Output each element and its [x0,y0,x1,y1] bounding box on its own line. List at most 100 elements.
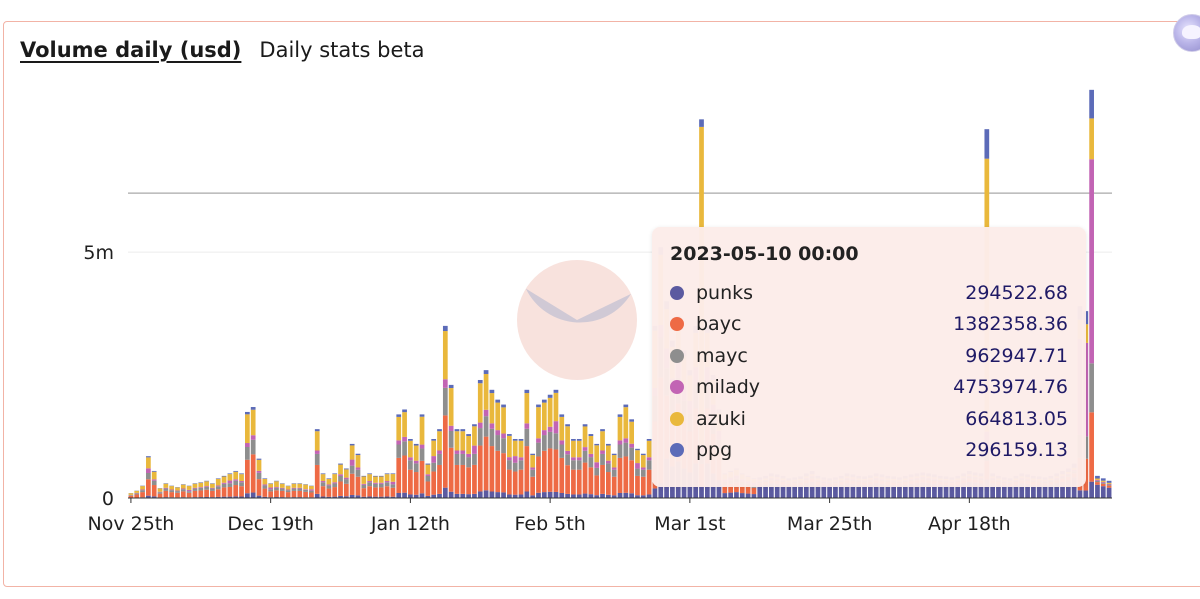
bar-segment-punks [536,492,541,498]
bar-segment-milady [245,443,250,447]
bar-segment-ppg [466,434,471,436]
bar-segment-punks [338,495,343,498]
bar-segment-bayc [268,491,274,498]
bar-segment-mayc [512,462,518,472]
bar-segment-mayc [419,448,425,461]
bar-segment-ppg [507,434,512,436]
bar-segment-punks [868,484,873,498]
bar-segment-bayc [472,464,477,494]
bar-segment-azuki [256,459,262,471]
bar-segment-punks [1095,484,1100,498]
bar-segment-milady [378,482,384,484]
bar-segment-milady [454,450,460,454]
bar-segment-ppg [582,424,588,427]
bar-segment-milady [192,487,198,489]
bar-segment-punks [559,492,565,498]
legend-dot-icon [670,443,684,458]
bar-segment-bayc [134,494,140,498]
bar-segment-azuki [495,402,501,431]
bar-segment-punks [932,483,937,498]
bar-segment-milady [408,457,413,461]
bar-segment-mayc [623,442,629,457]
bar-segment-bayc [175,492,180,498]
tooltip-series-value: 4753974.76 [953,376,1068,399]
bar-segment-punks [250,492,256,498]
y-tick-label: 5m [83,242,114,264]
bar-segment-ppg [477,379,483,384]
bar-segment-bayc [210,490,215,498]
bar-segment-azuki [524,393,530,424]
bar-segment-punks [361,496,367,498]
bar-segment-punks [320,496,326,498]
bar-segment-punks [838,484,844,498]
bar-segment-mayc [541,435,547,451]
bar-segment-ppg [1095,475,1100,479]
bar-segment-bayc [524,446,530,492]
bar-segment-punks [437,493,442,498]
bar-segment-bayc [186,492,192,498]
bar-segment-bayc [495,450,501,493]
bar-segment-azuki [198,482,204,488]
bar-segment-azuki [623,407,629,439]
x-tick-label: Mar 25th [787,513,873,535]
bar-segment-azuki [239,474,244,482]
bar-segment-ppg [245,411,250,415]
bar-segment-azuki [303,484,308,490]
bar-segment-punks [146,495,151,498]
bar-segment-mayc [594,467,600,476]
bar-segment-ppg [349,443,355,446]
bar-segment-punks [728,492,733,498]
bar-segment-azuki [559,416,565,441]
bar-segment-bayc [483,436,489,491]
bar-segment-punks [553,491,559,498]
bar-segment-milady [530,467,536,470]
bar-segment-bayc [588,467,594,495]
bar-segment-bayc [635,475,640,496]
bar-segment-mayc [442,387,448,416]
bar-segment-punks [1007,486,1013,498]
bar-segment-milady [536,438,541,443]
bar-segment-punks [221,496,227,498]
bar-segment-ppg [600,429,605,432]
bar-segment-azuki [588,435,594,454]
bar-segment-bayc [367,486,372,497]
bar-segment-bayc [291,490,297,498]
bar-segment-mayc [291,488,297,491]
bar-segment-mayc [571,460,576,470]
bar-segment-milady [507,457,512,461]
bar-segment-milady [460,450,466,454]
bar-segment-azuki [431,440,437,457]
bar-segment-azuki [553,392,559,422]
bar-segment-azuki [175,487,180,491]
bar-segment-punks [891,485,897,498]
bar-segment-milady [361,483,367,485]
bar-segment-milady [629,443,634,448]
bar-segment-ppg [431,438,437,441]
bar-segment-azuki [466,435,471,454]
bar-segment-punks [961,483,966,498]
bar-segment-mayc [134,493,140,495]
bar-segment-ppg [588,434,594,436]
bar-segment-bayc [355,476,361,496]
bar-segment-mayc [373,483,378,488]
bar-segment-milady [600,450,605,454]
bar-segment-bayc [309,492,314,498]
bar-segment-milady [384,481,390,483]
bar-segment-azuki [611,455,617,468]
bar-segment-punks [629,493,634,498]
bar-segment-punks [885,484,891,498]
bar-segment-azuki [582,426,588,448]
bar-segment-mayc [262,485,268,489]
bar-segment-punks [390,496,396,498]
bar-segment-punks [780,484,786,498]
bar-segment-azuki [576,440,582,458]
bar-segment-azuki [600,431,605,451]
bar-segment-bayc [1095,482,1100,485]
volume-daily-link[interactable]: Volume daily (usd) [20,38,242,62]
bar-segment-bayc [221,487,227,497]
bar-segment-bayc [169,492,175,498]
bar-segment-mayc [157,492,163,494]
bar-segment-milady [646,457,652,461]
bar-segment-milady [250,435,256,440]
bar-segment-bayc [140,492,145,498]
